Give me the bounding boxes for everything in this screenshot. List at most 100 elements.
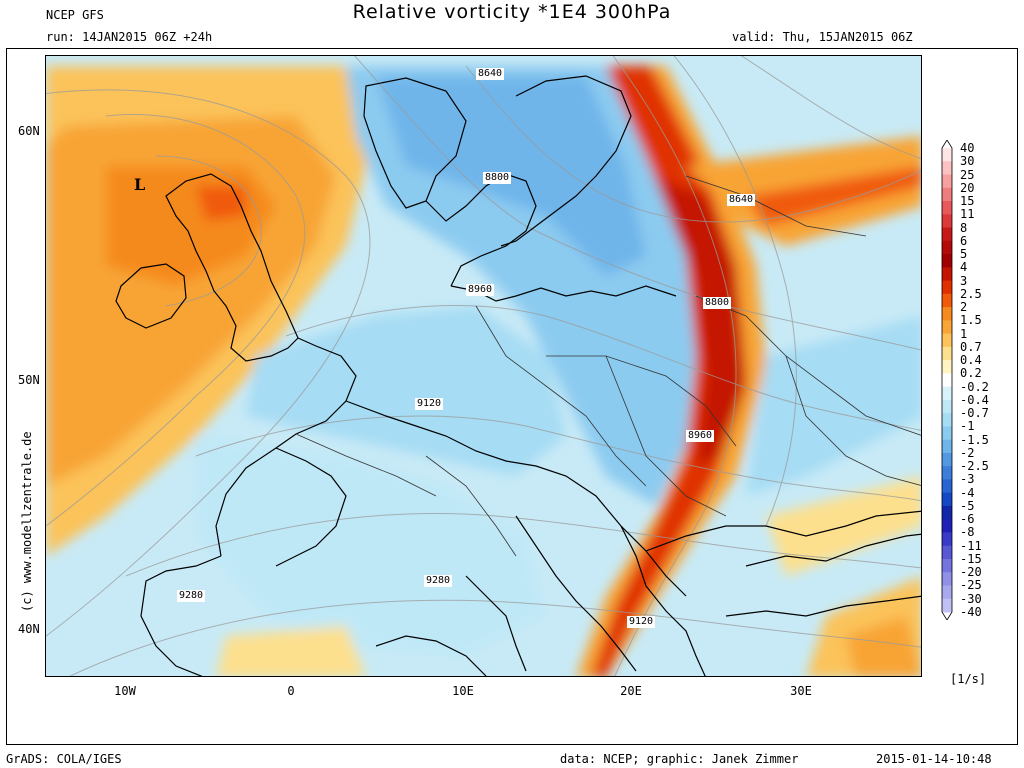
legend-swatch xyxy=(942,426,952,441)
vorticity-map: L 8640 8800 8960 9120 9280 8640 8800 896… xyxy=(45,55,922,677)
legend-label: 5 xyxy=(960,247,968,262)
lon-label-10e: 10E xyxy=(452,684,474,698)
legend-label: -11 xyxy=(960,538,982,553)
footer-credits: data: NCEP; graphic: Janek Zimmer xyxy=(560,752,799,766)
legend-swatch xyxy=(942,492,952,507)
legend-swatch xyxy=(942,333,952,348)
legend-label: -8 xyxy=(960,525,975,540)
legend-label: -40 xyxy=(960,605,982,619)
legend-label: 3 xyxy=(960,273,968,288)
legend-label: 2.5 xyxy=(960,286,982,301)
legend-label: 15 xyxy=(960,194,975,209)
legend-swatch xyxy=(942,214,952,229)
legend-swatch xyxy=(942,598,952,613)
contour-label: 9120 xyxy=(627,616,656,628)
legend-swatch xyxy=(942,293,952,308)
legend-swatch xyxy=(942,254,952,268)
legend-label: 4 xyxy=(960,260,968,275)
legend-swatch xyxy=(942,545,952,560)
legend-label: -5 xyxy=(960,498,975,513)
legend-label: -6 xyxy=(960,512,975,527)
legend-label: 0.7 xyxy=(960,339,982,354)
legend-swatch xyxy=(942,307,952,321)
contour-label: 8960 xyxy=(466,284,495,296)
low-pressure-marker: L xyxy=(134,175,146,194)
legend-swatch xyxy=(942,148,952,162)
legend-swatch xyxy=(942,585,952,600)
legend-swatch xyxy=(942,360,952,374)
legend-label: -25 xyxy=(960,578,982,593)
legend-label: -0.7 xyxy=(960,406,989,421)
legend-label: -1.5 xyxy=(960,432,989,447)
legend-label: -15 xyxy=(960,551,982,566)
legend-label: 1.5 xyxy=(960,313,982,328)
legend-label: -2 xyxy=(960,445,975,460)
legend-label: 1 xyxy=(960,326,968,341)
valid-label: valid: Thu, 15JAN2015 06Z xyxy=(732,30,913,44)
legend-swatch xyxy=(942,558,952,573)
model-label: NCEP GFS xyxy=(46,8,104,22)
legend-label: 6 xyxy=(960,233,968,248)
legend-swatch xyxy=(942,280,952,295)
contour-label: 8640 xyxy=(476,68,505,80)
contour-label: 9120 xyxy=(415,398,444,410)
legend-swatch xyxy=(942,532,952,547)
plot-frame xyxy=(6,48,1018,745)
legend-label: 0.2 xyxy=(960,366,982,381)
legend-colorbar xyxy=(941,140,953,620)
legend-label: -2.5 xyxy=(960,459,989,474)
legend-swatch xyxy=(942,267,952,282)
legend-label: 11 xyxy=(960,207,975,222)
legend-label: -20 xyxy=(960,565,982,580)
legend-swatch xyxy=(942,479,952,494)
legend-label: -0.2 xyxy=(960,379,989,394)
legend-swatch xyxy=(942,452,952,467)
legend-swatch xyxy=(942,201,952,215)
legend-swatch xyxy=(942,399,952,414)
legend-swatch xyxy=(942,519,952,533)
legend-swatch xyxy=(942,227,952,242)
legend-label: 25 xyxy=(960,167,975,182)
lon-label-30e: 30E xyxy=(790,684,812,698)
legend-outline xyxy=(941,140,953,620)
contour-label: 9280 xyxy=(424,575,453,587)
contour-label: 8800 xyxy=(703,297,732,309)
lat-label-60n: 60N xyxy=(18,124,40,138)
legend-swatch xyxy=(942,572,952,586)
footer-grads: GrADS: COLA/IGES xyxy=(6,752,122,766)
lon-label-0: 0 xyxy=(287,684,295,698)
watermark: (c) www.modellzentrale.de xyxy=(20,431,34,612)
footer-timestamp: 2015-01-14-10:48 xyxy=(876,752,992,766)
contour-label: 8960 xyxy=(686,430,715,442)
vorticity-field xyxy=(46,56,921,676)
lon-label-20e: 20E xyxy=(620,684,642,698)
legend-swatch xyxy=(942,161,952,176)
legend-swatch xyxy=(942,466,952,480)
legend-swatch xyxy=(942,505,952,520)
legend-label: -4 xyxy=(960,485,975,500)
lon-label-10w: 10W xyxy=(114,684,136,698)
legend-label: 2 xyxy=(960,300,968,315)
legend-label: 20 xyxy=(960,180,975,195)
legend-label: -1 xyxy=(960,419,975,434)
contour-label: 9280 xyxy=(177,590,206,602)
legend-label: -0.4 xyxy=(960,392,989,407)
legend-swatch xyxy=(942,240,952,255)
legend-label: 30 xyxy=(960,154,975,169)
legend-label: -3 xyxy=(960,472,975,487)
legend-swatch xyxy=(942,174,952,189)
legend-label: 0.4 xyxy=(960,353,982,368)
legend-swatch xyxy=(942,373,952,388)
legend-label: 8 xyxy=(960,220,968,235)
legend-swatch xyxy=(942,320,952,335)
legend-label: -30 xyxy=(960,591,982,606)
run-label: run: 14JAN2015 06Z +24h xyxy=(46,30,213,44)
contour-label: 8640 xyxy=(727,194,756,206)
legend-label: 40 xyxy=(960,141,975,155)
lat-label-50n: 50N xyxy=(18,373,40,387)
chart-title: Relative vorticity *1E4 300hPa xyxy=(352,1,672,23)
legend-swatch xyxy=(942,413,952,427)
legend-swatch xyxy=(942,386,952,401)
legend-swatch xyxy=(942,439,952,454)
legend-swatch xyxy=(942,187,952,202)
